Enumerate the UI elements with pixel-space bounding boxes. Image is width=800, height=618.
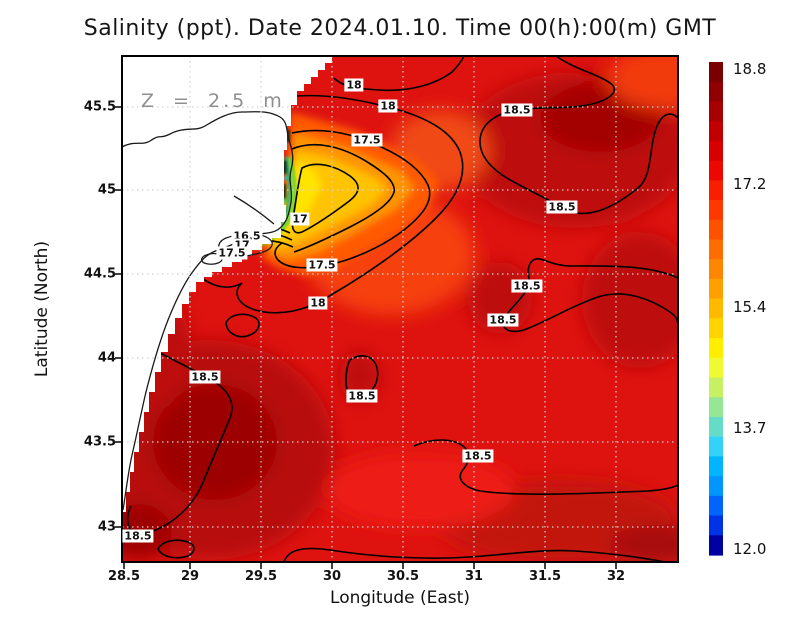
- colorbar-segment: [709, 259, 723, 280]
- x-tick-label: 30.5: [386, 569, 420, 584]
- colorbar-tick-label: 13.7: [733, 419, 767, 437]
- colorbar-segment: [709, 535, 723, 556]
- colorbar-segment: [709, 416, 723, 438]
- contour-18-blob: [225, 313, 260, 338]
- contour-label: 18.5: [487, 313, 519, 327]
- contour-label: 18.5: [122, 529, 154, 543]
- figure-title: Salinity (ppt). Date 2024.01.10. Time 00…: [83, 16, 717, 41]
- colorbar-segment: [709, 436, 723, 457]
- contour-label: 17: [290, 212, 310, 226]
- colorbar-segment: [709, 357, 723, 379]
- x-tick-label: 28.5: [107, 569, 141, 584]
- contour-18-main: [197, 94, 464, 314]
- axis-ticks: [115, 106, 617, 569]
- x-tick-label: 30: [322, 569, 342, 584]
- contour-label: 17.5: [306, 258, 338, 272]
- colorbar-segment: [709, 121, 723, 142]
- colorbar-segment: [709, 200, 723, 221]
- y-tick-label: 43: [97, 519, 116, 535]
- colorbar-segment: [709, 81, 723, 103]
- contour-label: 17.5: [216, 246, 248, 260]
- x-tick-label: 32: [606, 569, 626, 584]
- contour-17-main: [291, 143, 395, 253]
- colorbar-segment: [709, 298, 723, 319]
- x-tick-label: 31: [464, 569, 484, 584]
- contour-label: 18.5: [501, 103, 533, 117]
- colorbar-segment: [709, 338, 723, 359]
- colorbar-tick-label: 15.4: [733, 298, 767, 316]
- plot-frame: [121, 55, 679, 563]
- colorbar-tick-label: 17.2: [733, 175, 767, 193]
- colorbar-segment: [709, 495, 723, 517]
- colorbar-segment: [709, 278, 723, 300]
- contour-label: 18.5: [511, 279, 543, 293]
- colorbar-segment: [709, 62, 723, 83]
- contour-18p5-ne: [479, 56, 678, 215]
- colorbar-segment: [709, 515, 723, 536]
- colorbar-segment: [709, 219, 723, 241]
- depth-annotation: Z = 2.5 m: [141, 90, 285, 112]
- colorbar-segment: [709, 397, 723, 418]
- colorbar-segment: [709, 160, 723, 181]
- contour-label: 18.5: [346, 389, 378, 403]
- contour-label: 18.5: [189, 370, 221, 384]
- colorbar-tick-label: 18.8: [733, 60, 767, 78]
- contour-blob-sw: [157, 539, 195, 559]
- contour-label: 18: [344, 78, 364, 92]
- river-plume: [248, 112, 440, 276]
- contour-label: 18.5: [462, 449, 494, 463]
- contour-18p5-se: [413, 439, 678, 495]
- colorbar-segment: [709, 476, 723, 497]
- contour-label: 18.5: [546, 200, 578, 214]
- colorbar-tick-label: 12.0: [733, 540, 767, 558]
- contour-label: 18: [308, 296, 328, 310]
- colorbar-segment: [709, 239, 723, 260]
- colorbar-segment: [709, 140, 723, 162]
- y-tick-label: 43.5: [83, 434, 116, 450]
- x-tick-label: 31.5: [528, 569, 562, 584]
- y-axis-title: Latitude (North): [32, 240, 52, 378]
- y-tick-label: 44: [97, 350, 116, 366]
- colorbar-segment: [709, 180, 723, 201]
- colorbar-segment: [709, 456, 723, 477]
- y-tick-label: 45.5: [83, 99, 116, 115]
- x-tick-label: 29: [180, 569, 200, 584]
- x-axis-title: Longitude (East): [330, 588, 470, 608]
- contour-18p5-bottom: [283, 547, 666, 562]
- x-tick-label: 29.5: [244, 569, 278, 584]
- colorbar-segment: [709, 101, 723, 122]
- colorbar-segment: [709, 318, 723, 339]
- colorbar-segment: [709, 377, 723, 398]
- contour-label: 17.5: [351, 133, 383, 147]
- y-tick-label: 45: [97, 182, 116, 198]
- y-tick-label: 44.5: [83, 266, 116, 282]
- contour-label: 18: [378, 99, 398, 113]
- colorbar: [709, 62, 723, 556]
